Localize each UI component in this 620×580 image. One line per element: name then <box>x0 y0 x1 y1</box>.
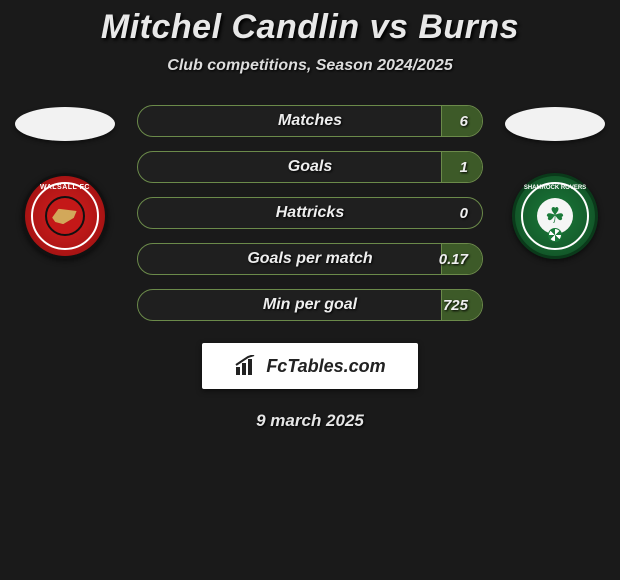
stat-value-right: 0.17 <box>439 244 468 274</box>
date-label: 9 march 2025 <box>0 411 620 431</box>
shamrock-icon: ☘ <box>545 205 565 227</box>
stat-label: Min per goal <box>138 290 482 320</box>
stat-value-right: 6 <box>460 106 468 136</box>
stats-list: Matches6Goals1Hattricks0Goals per match0… <box>137 105 483 321</box>
stat-row: Goals per match0.17 <box>137 243 483 275</box>
subtitle: Club competitions, Season 2024/2025 <box>0 57 620 75</box>
stat-row: Matches6 <box>137 105 483 137</box>
left-flag-icon <box>15 107 115 141</box>
bird-icon <box>51 206 78 225</box>
left-badge-inner <box>45 196 85 236</box>
brand-badge[interactable]: FcTables.com <box>202 343 418 389</box>
stat-value-right: 1 <box>460 152 468 182</box>
stat-value-right: 0 <box>460 198 468 228</box>
comparison-card: Mitchel Candlin vs Burns Club competitio… <box>0 0 620 431</box>
stat-row: Hattricks0 <box>137 197 483 229</box>
football-icon <box>548 228 562 242</box>
chart-icon <box>234 355 260 377</box>
main-area: WALSALL FC Matches6 Goals1 Hattricks0 Goals… <box>0 105 620 321</box>
brand-text: FcTables.com <box>266 356 385 377</box>
stat-row: Min per goal725 <box>137 289 483 321</box>
left-club-badge: WALSALL FC <box>22 173 108 259</box>
stat-label: Goals <box>138 152 482 182</box>
right-club-badge: SHAMROCK ROVERS ☘ <box>512 173 598 259</box>
stat-row: Goals1 <box>137 151 483 183</box>
stat-label: Matches <box>138 106 482 136</box>
stat-value-right: 725 <box>443 290 468 320</box>
stat-label: Hattricks <box>138 198 482 228</box>
left-club-name: WALSALL FC <box>25 184 105 191</box>
left-player-column: WALSALL FC <box>11 105 119 259</box>
right-club-name: SHAMROCK ROVERS <box>515 185 595 191</box>
right-flag-icon <box>505 107 605 141</box>
page-title: Mitchel Candlin vs Burns <box>0 8 620 47</box>
stat-label: Goals per match <box>138 244 482 274</box>
right-player-column: SHAMROCK ROVERS ☘ <box>501 105 609 259</box>
